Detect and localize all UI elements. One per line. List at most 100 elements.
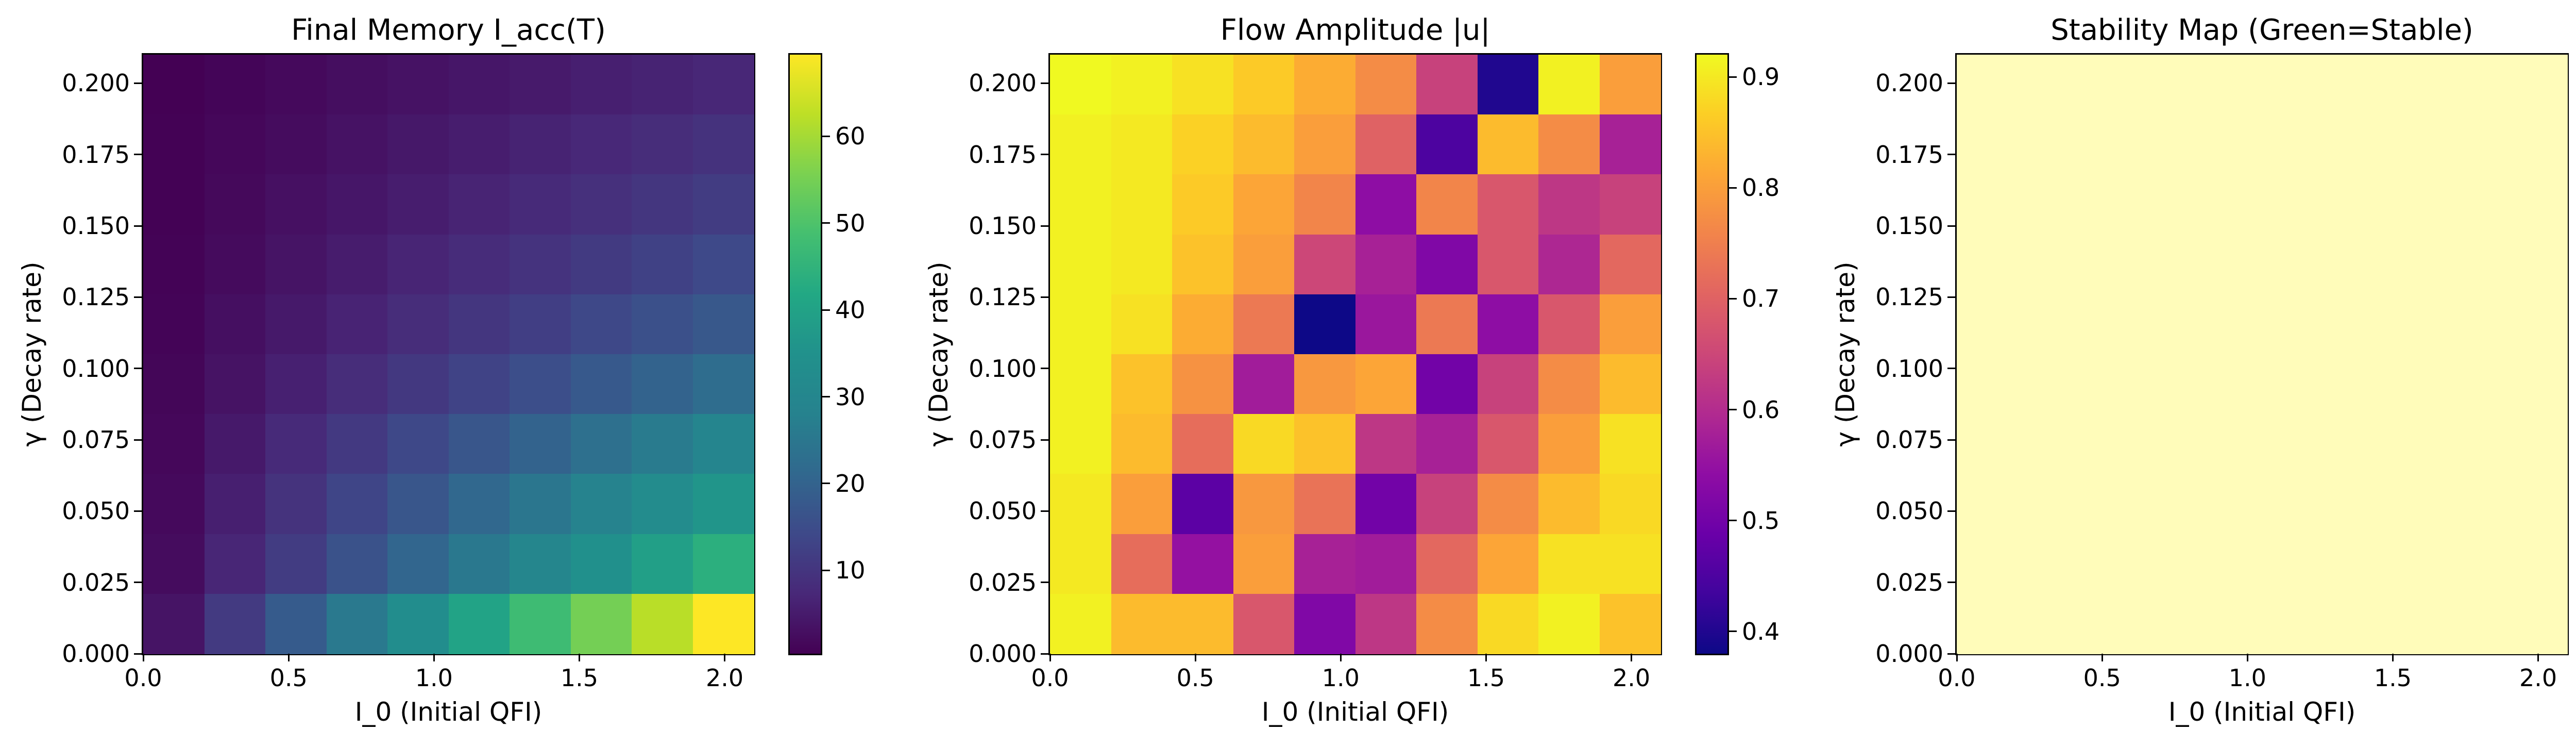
- heatmap-cell: [143, 174, 205, 235]
- heatmap-cell: [2506, 593, 2568, 654]
- heatmap-axes: [1048, 53, 1662, 655]
- x-axis-label: I_0 (Initial QFI): [1261, 697, 1449, 727]
- heatmap-cell: [1957, 534, 2019, 594]
- x-tick-mark: [1194, 654, 1196, 661]
- heatmap-cell: [1050, 593, 1112, 654]
- y-tick-mark: [1947, 296, 1955, 298]
- heatmap-cell: [2079, 534, 2141, 594]
- heatmap-cell: [2201, 114, 2263, 175]
- heatmap-cell: [1599, 593, 1661, 654]
- heatmap-cell: [265, 414, 327, 474]
- heatmap-cell: [2506, 55, 2568, 115]
- heatmap-cell: [1957, 474, 2019, 535]
- heatmap-cell: [2140, 354, 2201, 414]
- heatmap-cell: [387, 593, 449, 654]
- y-tick-mark: [1041, 296, 1048, 298]
- heatmap-cell: [2018, 174, 2079, 235]
- heatmap-cell: [692, 114, 754, 175]
- heatmap-cell: [1477, 174, 1539, 235]
- y-tick-mark: [1947, 368, 1955, 370]
- y-tick-label: 0.125: [1875, 283, 1943, 311]
- heatmap-cell: [2140, 55, 2201, 115]
- heatmap-cell: [1957, 174, 2019, 235]
- heatmap-cell: [1111, 294, 1173, 355]
- heatmap-cell: [2018, 534, 2079, 594]
- x-axis-label: I_0 (Initial QFI): [2168, 697, 2356, 727]
- heatmap-cell: [204, 593, 266, 654]
- heatmap-cell: [2384, 354, 2446, 414]
- x-tick-mark: [578, 654, 580, 661]
- heatmap-cell: [1111, 114, 1173, 175]
- heatmap-cell: [510, 294, 571, 355]
- x-tick-label: 1.5: [2374, 664, 2412, 692]
- x-tick-mark: [433, 654, 435, 661]
- heatmap-cell: [632, 593, 693, 654]
- y-tick-label: 0.075: [62, 426, 130, 454]
- heatmap-cell: [2384, 593, 2446, 654]
- heatmap-cell: [326, 55, 388, 115]
- colorbar-tick-label: 0.4: [1742, 617, 1780, 645]
- heatmap-cell: [1233, 294, 1295, 355]
- y-tick-mark: [134, 510, 142, 512]
- heatmap-cell: [570, 534, 632, 594]
- heatmap-cell: [570, 234, 632, 295]
- y-tick-label: 0.025: [62, 568, 130, 596]
- heatmap-cell: [1538, 294, 1600, 355]
- heatmap-cell: [2384, 174, 2446, 235]
- heatmap-cell: [326, 114, 388, 175]
- heatmap-cell: [1538, 55, 1600, 115]
- colorbar-tick-mark: [1729, 297, 1737, 300]
- y-tick-mark: [134, 82, 142, 84]
- heatmap-cell: [1355, 474, 1417, 535]
- heatmap-cell: [387, 354, 449, 414]
- heatmap-cell: [2140, 234, 2201, 295]
- heatmap-cell: [1111, 55, 1173, 115]
- y-tick-label: 0.050: [62, 497, 130, 525]
- heatmap-cell: [1957, 414, 2019, 474]
- heatmap-cell: [1599, 234, 1661, 295]
- x-tick-mark: [142, 654, 144, 661]
- heatmap-cell: [143, 534, 205, 594]
- heatmap-cell: [2018, 354, 2079, 414]
- heatmap-cell: [632, 55, 693, 115]
- heatmap-cell: [2262, 414, 2324, 474]
- colorbar-tick-mark: [822, 222, 830, 224]
- x-tick-label: 2.0: [2519, 664, 2557, 692]
- heatmap-cell: [2201, 55, 2263, 115]
- colorbar-tick-label: 0.5: [1742, 506, 1780, 535]
- heatmap-cell: [2445, 234, 2507, 295]
- y-tick-label: 0.075: [1875, 426, 1943, 454]
- heatmap-cell: [1111, 593, 1173, 654]
- y-tick-label: 0.200: [1875, 69, 1943, 97]
- heatmap-cell: [2079, 55, 2141, 115]
- heatmap-cell: [1957, 234, 2019, 295]
- heatmap-cell: [1294, 174, 1356, 235]
- colorbar-tick-mark: [822, 569, 830, 571]
- heatmap-cell: [2506, 294, 2568, 355]
- heatmap-cell: [1294, 593, 1356, 654]
- heatmap-cell: [1111, 474, 1173, 535]
- y-tick-label: 0.025: [969, 568, 1037, 596]
- heatmap-cell: [1111, 354, 1173, 414]
- heatmap-cell: [1477, 474, 1539, 535]
- heatmap-cell: [1957, 55, 2019, 115]
- heatmap-cell: [2079, 174, 2141, 235]
- y-tick-mark: [1947, 154, 1955, 156]
- heatmap-cell: [2201, 414, 2263, 474]
- colorbar-tick-label: 40: [835, 296, 866, 324]
- y-tick-label: 0.100: [62, 354, 130, 383]
- heatmap-cell: [692, 174, 754, 235]
- y-tick-label: 0.150: [1875, 212, 1943, 240]
- x-tick-mark: [724, 654, 726, 661]
- heatmap-cell: [1172, 474, 1234, 535]
- heatmap-cell: [326, 593, 388, 654]
- heatmap-cell: [692, 234, 754, 295]
- heatmap-cell: [2262, 114, 2324, 175]
- heatmap-cell: [1294, 55, 1356, 115]
- heatmap-cell: [2384, 534, 2446, 594]
- x-tick-mark: [1631, 654, 1633, 661]
- heatmap-cell: [570, 474, 632, 535]
- heatmap-cell: [1233, 534, 1295, 594]
- heatmap-cell: [1233, 474, 1295, 535]
- heatmap-cell: [2445, 174, 2507, 235]
